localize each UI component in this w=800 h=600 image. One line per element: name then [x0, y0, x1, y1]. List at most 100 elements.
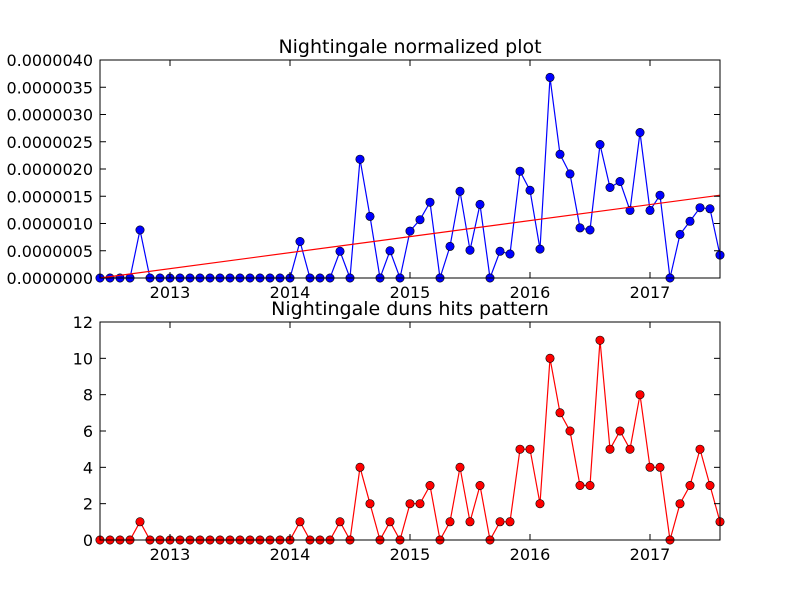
data-point: [335, 246, 345, 256]
data-point: [505, 517, 515, 527]
data-point: [695, 444, 705, 454]
series: [99, 194, 721, 279]
normalized-plot: Nightingale normalized plot 2013 2014 2015…: [6, 36, 725, 302]
data-point: [555, 408, 565, 418]
data-point: [625, 205, 635, 215]
y-tick-label: 0.0000030: [6, 106, 93, 125]
data-point: [645, 462, 655, 472]
series: [95, 335, 725, 545]
data-point: [675, 499, 685, 509]
data-point: [475, 480, 485, 490]
data-point: [705, 480, 715, 490]
data-point: [585, 225, 595, 235]
data-point: [635, 128, 645, 138]
x-tick-label: 2017: [630, 283, 671, 302]
data-point: [695, 203, 705, 213]
data-point: [405, 499, 415, 509]
x-tick-label: 2013: [150, 545, 191, 564]
data-point: [705, 204, 715, 214]
data-point: [505, 249, 515, 259]
data-point: [445, 517, 455, 527]
data-point: [655, 190, 665, 200]
data-point: [685, 216, 695, 226]
y-tick-label: 0: [83, 531, 93, 550]
data-point: [525, 444, 535, 454]
series-line: [100, 77, 721, 281]
data-point: [365, 499, 375, 509]
data-point: [535, 499, 545, 509]
chart-title: Nightingale duns hits pattern: [271, 298, 549, 320]
data-point: [615, 426, 625, 436]
data-point: [565, 169, 575, 179]
data-point: [335, 517, 345, 527]
data-point: [555, 149, 565, 159]
y-tick-label: 0.0000015: [6, 187, 93, 206]
data-point: [685, 480, 695, 490]
data-point: [425, 197, 435, 207]
duns-hits-plot: Nightingale duns hits pattern 2013 2014 20…: [73, 298, 725, 564]
data-point: [465, 245, 475, 255]
x-tick-label: 2017: [630, 545, 671, 564]
data-point: [675, 229, 685, 239]
y-tick-label: 0.0000005: [6, 242, 93, 261]
data-point: [595, 335, 605, 345]
y-tick-label: 12: [73, 313, 93, 332]
y-tick-label: 6: [83, 422, 93, 441]
data-point: [405, 226, 415, 236]
series: [95, 72, 725, 283]
data-point: [655, 462, 665, 472]
data-point: [565, 426, 575, 436]
plot-frame: [99, 59, 721, 279]
data-point: [535, 244, 545, 254]
data-point: [605, 183, 615, 193]
y-tick-label: 0.0000025: [6, 133, 93, 152]
data-point: [465, 517, 475, 527]
data-point: [635, 390, 645, 400]
data-point: [365, 211, 375, 221]
x-tick-label: 2016: [510, 283, 551, 302]
data-point: [585, 480, 595, 490]
series-line: [100, 340, 721, 542]
data-point: [615, 177, 625, 187]
data-point: [385, 246, 395, 256]
data-point: [295, 237, 305, 247]
data-point: [425, 480, 435, 490]
data-point: [135, 225, 145, 235]
data-point: [605, 444, 615, 454]
y-tick-label: 0.0000000: [6, 269, 93, 288]
y-tick-label: 0.0000040: [6, 51, 93, 70]
y-tick-label: 10: [73, 349, 93, 368]
data-point: [135, 517, 145, 527]
data-point: [645, 205, 655, 215]
y-tick-label: 0.0000020: [6, 160, 93, 179]
data-point: [525, 185, 535, 195]
x-tick-label: 2014: [270, 283, 311, 302]
data-point: [355, 462, 365, 472]
data-point: [295, 517, 305, 527]
data-point: [355, 154, 365, 164]
y-tick-label: 2: [83, 495, 93, 514]
data-point: [385, 517, 395, 527]
y-tick-label: 0.0000010: [6, 215, 93, 234]
chart-title: Nightingale normalized plot: [278, 36, 541, 58]
data-point: [415, 215, 425, 225]
x-tick-label: 2015: [390, 283, 431, 302]
data-point: [515, 444, 525, 454]
x-tick-label: 2013: [150, 283, 191, 302]
data-point: [415, 499, 425, 509]
x-tick-label: 2016: [510, 545, 551, 564]
data-point: [475, 199, 485, 209]
data-point: [625, 444, 635, 454]
data-point: [545, 353, 555, 363]
data-point: [495, 517, 505, 527]
y-tick-label: 4: [83, 458, 93, 477]
data-point: [455, 462, 465, 472]
data-point: [575, 480, 585, 490]
data-point: [495, 246, 505, 256]
data-point: [575, 223, 585, 233]
x-tick-label: 2015: [390, 545, 431, 564]
trend-line: [99, 194, 721, 279]
data-point: [545, 72, 555, 82]
y-tick-label: 0.0000035: [6, 78, 93, 97]
